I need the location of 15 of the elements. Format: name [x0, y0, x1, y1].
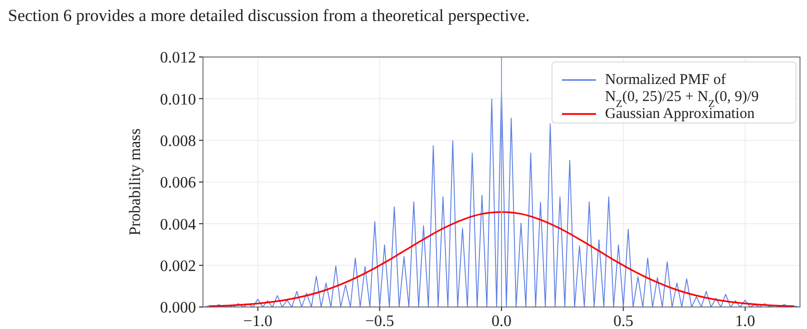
y-tick-label: 0.004 [160, 216, 196, 234]
x-tick-label: −0.5 [365, 313, 394, 329]
x-tick-label: 0.5 [613, 313, 634, 329]
y-tick-label: 0.002 [160, 258, 196, 275]
y-axis-title: Probability mass [127, 128, 144, 236]
x-tick-label: 0.0 [492, 313, 512, 329]
y-tick-label: 0.006 [160, 174, 196, 192]
x-tick-label: −1.0 [243, 313, 272, 329]
x-tick-label: 1.0 [735, 313, 756, 329]
y-tick-label: 0.010 [160, 91, 196, 108]
y-tick-label: 0.012 [160, 50, 196, 67]
text: Section 6 provides a more detailed discussion from a theoretical perspective. [8, 6, 530, 25]
y-tick-label: 0.000 [160, 300, 196, 317]
y-tick-label: 0.008 [160, 132, 196, 150]
line-series [208, 211, 795, 307]
